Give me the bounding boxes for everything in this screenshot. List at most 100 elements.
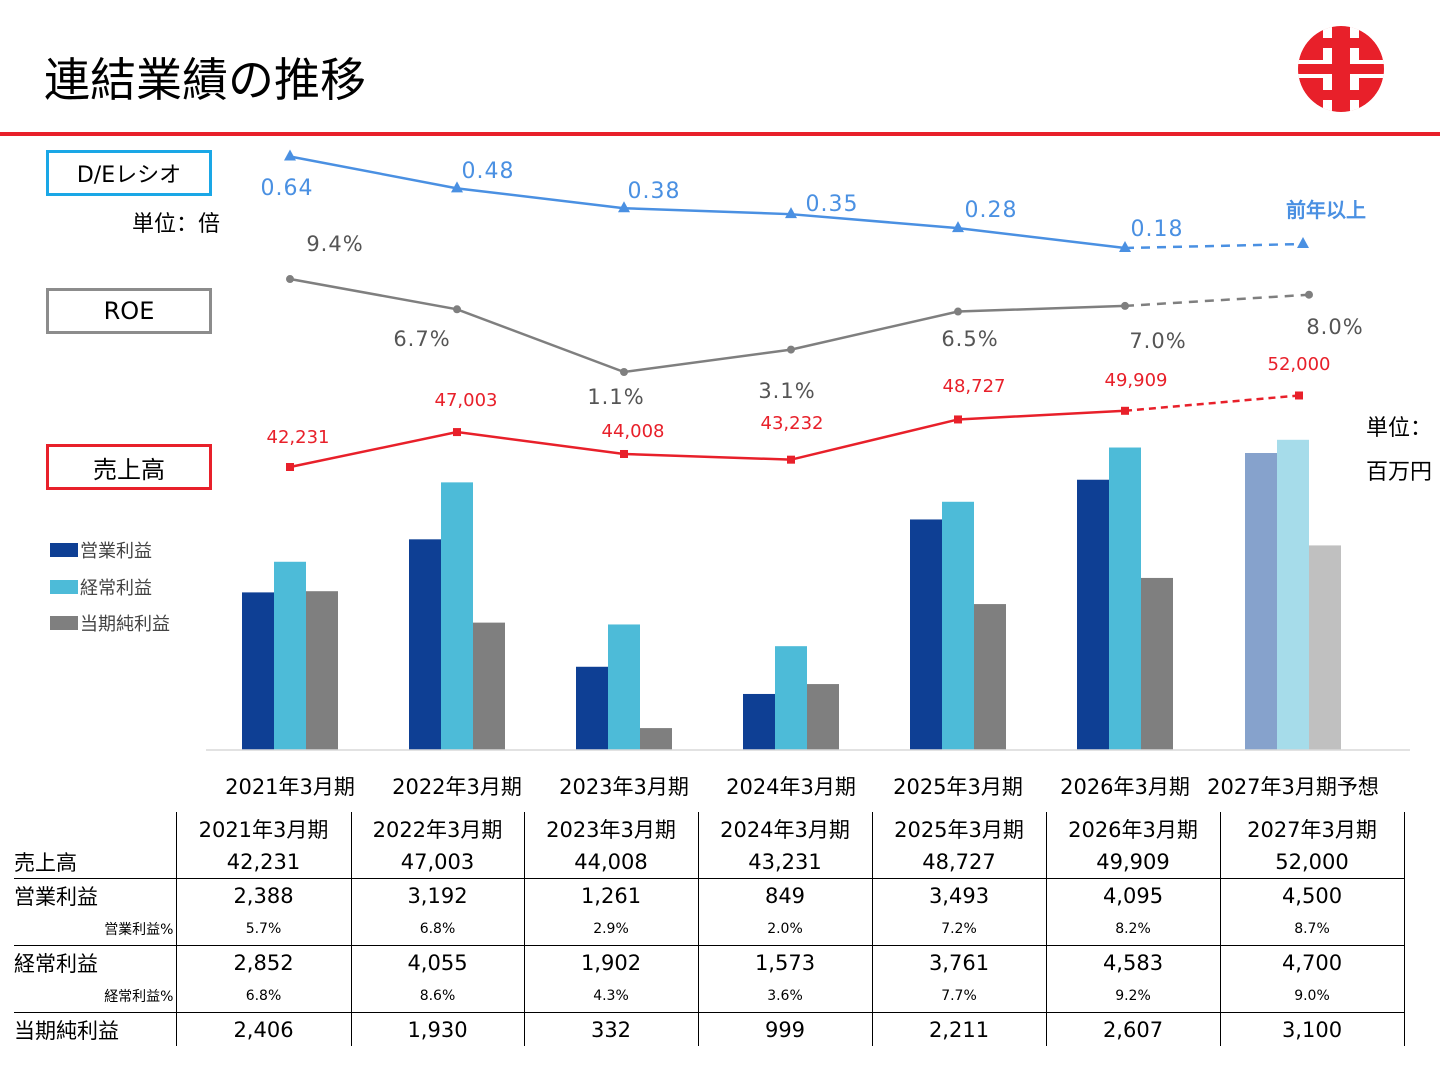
category-label: 2026年3月期 [1060,775,1190,799]
bar-2-0 [306,591,338,750]
table-cell: 8.2% [1045,912,1220,946]
de-ratio-point [618,201,630,213]
de-ratio-forecast-line [1124,242,1304,250]
sales-unit-value: 百万円 [1366,460,1433,485]
table-row-label: 経常利益% [104,988,174,1005]
table-cell: 3,192 [350,878,524,912]
category-label: 2021年3月期 [225,775,355,799]
roe-point [954,307,962,316]
de-ratio-point [952,221,964,233]
sales-point [1295,391,1303,400]
category-label: 2025年3月期 [893,775,1023,799]
bars-layer [242,439,1341,750]
sales-line [289,409,1126,469]
roe-point [453,305,461,314]
sales-data-label: 44,008 [602,421,665,442]
bar-1-3 [775,646,807,750]
bar-0-0 [242,592,274,750]
category-label: 2027年3月期予想 [1207,775,1379,799]
de-ratio-data-label: 0.28 [965,198,1018,223]
roe-forecast-line [1124,293,1310,308]
bar-0-2 [576,666,608,750]
table-cell: 4,095 [1045,878,1220,912]
sales-unit-label: 単位： [1366,416,1433,441]
company-logo [1298,26,1384,112]
bar-0-3 [743,693,775,750]
roe-data-label: 6.7% [393,327,450,351]
bar-1-4 [942,501,974,750]
roe-point [1305,290,1313,299]
bar-0-1 [409,539,441,750]
de-ratio-data-label: 0.35 [806,192,859,217]
table-cell: 44,008 [523,845,698,879]
table-cell: 1,930 [350,1012,524,1046]
legend-label: 当期純利益 [80,614,170,635]
bar-2-5 [1141,577,1173,750]
legend-swatch-net [50,616,78,630]
table-cell: 6.8% [175,979,351,1013]
de-ratio-label-box: D/Eレシオ [46,150,212,196]
roe-line [289,277,1126,374]
roe-data-label: 6.5% [941,327,998,351]
sales-data-label: 52,000 [1268,354,1331,375]
table-cell: 42,231 [175,845,351,879]
table-cell: 4,700 [1219,945,1405,979]
sales-point [954,415,962,424]
table-cell: 4,055 [350,945,524,979]
sales-forecast-line [1124,394,1300,413]
category-label: 2022年3月期 [392,775,522,799]
table-cell: 8.6% [350,979,524,1013]
roe-point [286,275,294,284]
table-cell: 4,583 [1045,945,1220,979]
table-header-cell: 2025年3月期 [871,812,1046,845]
table-cell: 2,607 [1045,1012,1220,1046]
table-cell: 48,727 [871,845,1046,879]
de-ratio-unit: 単位：倍 [132,212,221,237]
de-ratio-point [1119,241,1131,252]
roe-data-label: 7.0% [1129,329,1186,353]
table-cell: 6.8% [350,912,524,946]
table-cell: 4,500 [1219,878,1405,912]
table-cell: 1,261 [523,878,698,912]
roe-point [1121,301,1129,310]
table-cell: 2,406 [175,1012,351,1046]
de-ratio-point [1297,237,1309,248]
bar-0-6 [1245,453,1277,750]
roe-data-label: 8.0% [1306,315,1363,339]
bar-1-1 [441,482,473,750]
de-ratio-point [785,207,797,219]
page-title: 連結業績の推移 [44,53,366,107]
table-cell: 999 [697,1012,872,1046]
table-header-cell: 2022年3月期 [350,812,524,845]
sales-data-label: 49,909 [1105,370,1168,391]
bar-0-5 [1077,479,1109,750]
bar-2-3 [807,684,839,750]
sales-point [453,428,461,437]
legend-net-income: 当期純利益 [50,611,170,635]
table-row-label: 売上高 [14,850,77,875]
table-cell: 5.7% [175,912,351,946]
bar-2-1 [473,622,505,750]
table-row-label: 営業利益 [14,878,176,912]
sales-point [620,449,628,458]
table-cell: 2.9% [523,912,698,946]
table-cell: 3,493 [871,878,1046,912]
sales-data-label: 48,727 [943,376,1006,397]
table-row: 営業利益 2,388 3,192 1,261 849 3,493 4,095 4,500 [14,878,1405,912]
table-row-label: 経常利益 [14,945,176,979]
de-ratio-line [289,155,1126,250]
table-header-cell: 2026年3月期 [1045,812,1220,845]
sales-data-label: 42,231 [267,427,330,448]
category-label: 2023年3月期 [559,775,689,799]
table-cell: 47,003 [350,845,524,879]
roe-point [620,368,628,376]
table-header-cell: 2023年3月期 [523,812,698,845]
roe-data-label: 3.1% [758,379,815,403]
sales-point [1121,406,1129,415]
table-cell: 332 [523,1012,698,1046]
table-cell: 9.0% [1219,979,1405,1013]
bar-2-2 [640,728,672,750]
roe-data-label: 9.4% [306,232,363,256]
table-row-label: 営業利益% [104,921,174,938]
table-row: 売上高 42,231 47,003 44,008 43,231 48,727 49,909 5… [14,845,1405,879]
